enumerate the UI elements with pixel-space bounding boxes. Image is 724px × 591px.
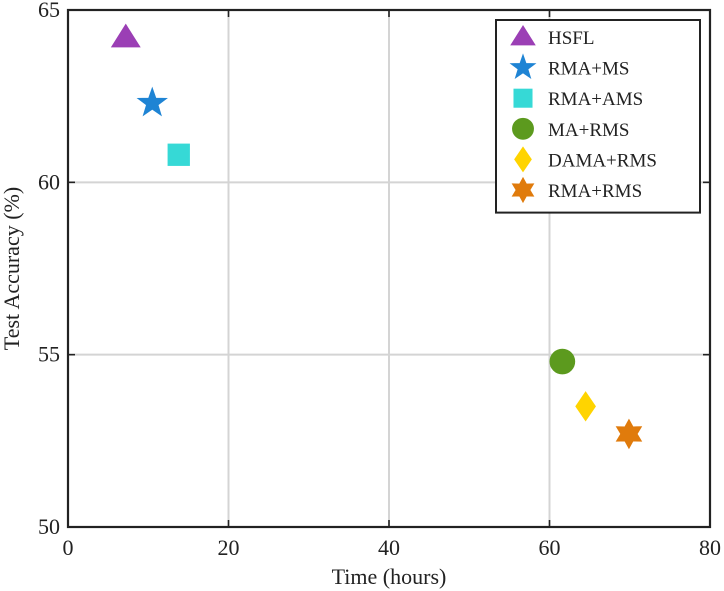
legend-label: RMA+MS xyxy=(548,59,629,80)
legend: HSFL RMA+MS RMA+AMS MA+RMS DAMA+RMS RMA+RMS xyxy=(495,19,701,214)
legend-label: MA+RMS xyxy=(548,120,629,141)
y-tick-label: 50 xyxy=(38,514,60,539)
y-tick-label: 60 xyxy=(38,169,60,194)
x-tick-label: 40 xyxy=(378,535,400,560)
data-point-rma-ms xyxy=(136,86,168,117)
x-tick-label: 20 xyxy=(218,535,240,560)
y-tick-label: 65 xyxy=(38,0,60,22)
data-point-dama-rms xyxy=(575,391,596,422)
legend-label: HSFL xyxy=(548,28,594,49)
legend-marker-hsfl xyxy=(510,25,536,46)
legend-label: RMA+RMS xyxy=(548,181,642,202)
x-tick-label: 0 xyxy=(63,535,74,560)
data-point-rma-ams xyxy=(167,143,190,166)
legend-marker-rma-ams xyxy=(513,88,533,108)
data-point-ma-rms xyxy=(549,348,576,375)
x-tick-label: 80 xyxy=(699,535,721,560)
legend-label: RMA+AMS xyxy=(548,89,643,110)
data-point-hsfl xyxy=(110,23,141,48)
legend-marker-dama-rms xyxy=(514,146,532,173)
legend-marker-rma-rms xyxy=(511,176,535,204)
legend-box xyxy=(495,19,701,214)
legend-marker-rma-ms xyxy=(509,53,537,80)
data-points xyxy=(110,23,643,450)
y-tick-label: 55 xyxy=(38,342,60,367)
legend-label: DAMA+RMS xyxy=(548,150,657,171)
axis-ticks: 0 20 40 60 80 50 55 60 65 xyxy=(38,0,721,560)
x-tick-label: 60 xyxy=(539,535,561,560)
y-axis-label: Test Accuracy (%) xyxy=(0,187,24,350)
legend-marker-ma-rms xyxy=(512,117,534,140)
data-point-rma-rms xyxy=(615,418,643,450)
x-axis-label: Time (hours) xyxy=(332,564,447,589)
